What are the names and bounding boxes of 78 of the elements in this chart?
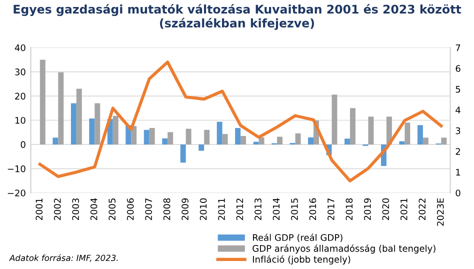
x-tick-label: 2017 — [328, 198, 334, 220]
text: Adatok forrása: IMF, 2023. — [9, 254, 118, 262]
x-tick-label: 2016 — [309, 198, 316, 220]
y2-tick-label: 6 — [456, 65, 460, 72]
bar — [277, 136, 283, 144]
bar — [441, 138, 447, 144]
bar — [40, 60, 46, 144]
bar — [52, 138, 58, 144]
bar — [58, 72, 64, 144]
y2-tick-label: 7 — [456, 44, 460, 52]
bar — [422, 138, 428, 144]
x-tick-label: 2019 — [364, 198, 371, 220]
x-tick-label: 2021 — [400, 198, 408, 220]
x-tick-label: 2004 — [90, 198, 98, 220]
y2-tick-label: 5 — [456, 86, 460, 93]
x-tick-label: 2001 — [36, 198, 43, 220]
legend-label: Infláció (jobb tengely) — [253, 255, 350, 264]
x-tick-label: 2010 — [200, 198, 207, 220]
y-tick-label: −10 — [8, 165, 26, 172]
x-tick-label: 2011 — [218, 198, 225, 220]
bar — [180, 144, 186, 163]
x-tick-label: 2008 — [163, 198, 170, 220]
y2-tick-label: 3 — [456, 127, 460, 134]
bar — [94, 103, 100, 144]
x-tick-label: 2014 — [272, 198, 280, 220]
bar — [162, 138, 168, 144]
x-tick-label: 2003 — [72, 198, 80, 220]
bar — [240, 136, 246, 144]
bar — [144, 130, 150, 144]
bar — [344, 138, 350, 144]
y-tick-label: 20 — [15, 92, 26, 100]
bar — [89, 118, 95, 144]
y-tick-label: −20 — [8, 190, 26, 196]
bar — [186, 128, 192, 144]
bar — [399, 141, 405, 144]
chart-title: Egyes gazdasági mutatók változása Kuvaitban 2001 és 2023 között (százalékban kifejezve) — [14, 4, 462, 30]
x-tick-label: 2022 — [418, 198, 426, 220]
y-tick-label: 10 — [15, 116, 26, 124]
legend-label: Reál GDP (reál GDP) — [253, 234, 342, 242]
x-tick-label: 2006 — [126, 198, 134, 220]
bar — [253, 142, 259, 144]
bar — [368, 116, 374, 144]
x-tick-label: 2009 — [182, 198, 188, 220]
line-series — [38, 60, 443, 182]
y-tick-label: 40 — [14, 44, 26, 52]
y-tick-label: 0 — [20, 141, 26, 148]
x-tick-label: 2013 — [254, 198, 262, 220]
bar — [112, 116, 118, 144]
y2-tick-label: 4 — [456, 106, 460, 114]
bar — [404, 122, 410, 144]
bar — [216, 122, 222, 144]
x-tick-label: 2005 — [108, 198, 116, 220]
bar — [295, 133, 301, 144]
x-tick-label: 2002 — [54, 198, 61, 220]
x-tick-label: 2012 — [236, 198, 244, 220]
x-tick-label: 2020 — [382, 198, 390, 220]
bar — [149, 128, 155, 144]
bar — [235, 128, 241, 144]
bar — [417, 125, 423, 144]
x-tick-label: 2018 — [346, 198, 353, 220]
bar — [168, 132, 174, 144]
bar — [332, 94, 338, 144]
x-tick-label: 2007 — [145, 198, 152, 220]
bar — [76, 88, 82, 144]
y2-tick-label: 0 — [456, 190, 460, 196]
bar — [222, 134, 228, 144]
y2-tick-label: 2 — [456, 148, 460, 155]
bar — [198, 144, 204, 151]
bar — [308, 137, 314, 144]
x-tick-label: 2023E — [436, 198, 444, 226]
bar — [70, 103, 76, 144]
y2-tick-label: 1 — [456, 168, 460, 176]
bar — [258, 137, 264, 144]
legend-label: GDP arányos államadósság (bal tengely) — [252, 244, 436, 254]
bar — [204, 130, 210, 144]
x-tick-label: 2015 — [291, 198, 298, 220]
bar — [350, 108, 356, 144]
y-tick-label: 30 — [15, 68, 26, 76]
